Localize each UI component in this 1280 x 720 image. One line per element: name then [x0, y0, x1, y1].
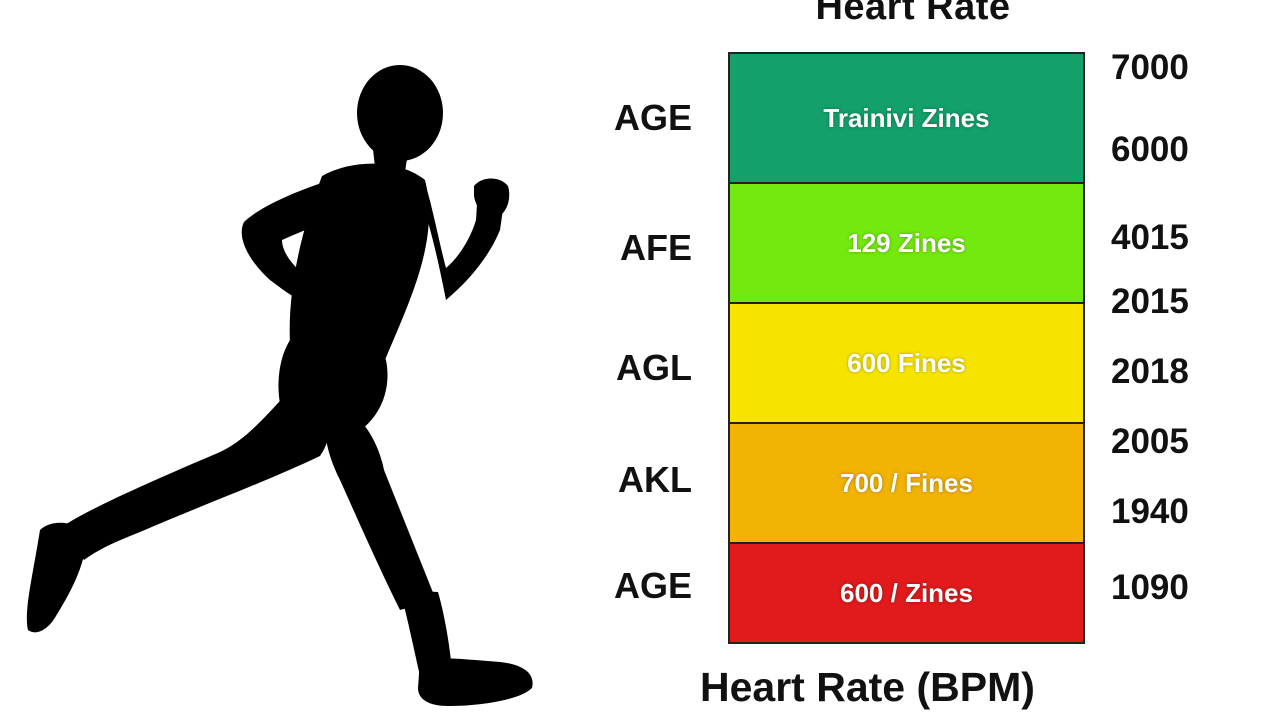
age-label: AGE: [613, 565, 692, 606]
chart-title: Heart Rate: [815, 0, 1011, 28]
runner-head: [357, 65, 443, 161]
zone-label: 600 / Zines: [840, 577, 973, 608]
training-zones-column: Trainivi Zines 129 Zines 600 Fines 700 /…: [728, 52, 1085, 644]
age-label: AGL: [616, 347, 692, 388]
age-label: AGE: [613, 97, 692, 138]
zone-block: 129 Zines: [730, 184, 1083, 302]
runner-silhouette: [26, 65, 533, 706]
bpm-label: 2005: [1111, 422, 1189, 461]
bpm-label: 6000: [1111, 130, 1189, 169]
zone-label: 700 / Fines: [840, 467, 973, 498]
bpm-label: 7000: [1111, 48, 1189, 87]
axis-title: Heart Rate (BPM): [700, 664, 1035, 710]
zone-label: 600 Fines: [847, 347, 966, 378]
zone-label: Trainivi Zines: [823, 102, 990, 133]
bpm-label: 4015: [1111, 218, 1189, 257]
bpm-label: 2015: [1111, 282, 1189, 321]
bpm-label: 1090: [1111, 568, 1189, 607]
zone-label: 129 Zines: [847, 227, 966, 258]
zone-block: 600 Fines: [730, 304, 1083, 422]
bpm-label: 1940: [1111, 492, 1189, 531]
zone-block: 600 / Zines: [730, 544, 1083, 642]
zone-block: Trainivi Zines: [730, 54, 1083, 182]
age-label: AKL: [618, 459, 692, 500]
age-label: AFE: [620, 227, 692, 268]
zone-block: 700 / Fines: [730, 424, 1083, 542]
bpm-label: 2018: [1111, 352, 1189, 391]
